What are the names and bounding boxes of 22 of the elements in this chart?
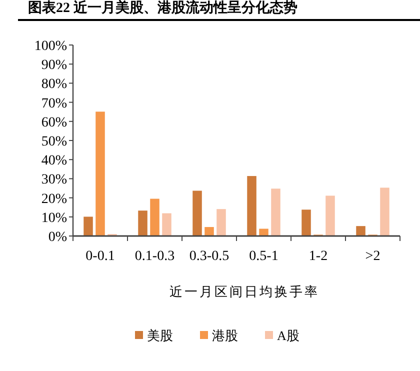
y-tick-label: 30%	[41, 172, 68, 188]
y-tick-label: 20%	[41, 192, 68, 207]
y-tick-label: 90%	[41, 58, 68, 74]
y-tick-label: 60%	[41, 115, 68, 130]
x-tick-label: 0-0.1	[86, 249, 115, 264]
x-tick-label: >2	[365, 249, 380, 264]
legend-label: 美股	[147, 328, 173, 343]
y-tick-label: 40%	[41, 154, 68, 169]
y-tick-label: 100%	[34, 39, 68, 54]
x-tick-label: 0.3-0.5	[189, 249, 230, 264]
legend-label: 港股	[212, 328, 238, 343]
y-tick-label: 50%	[41, 134, 68, 150]
y-tick-label: 70%	[41, 96, 68, 112]
legend-label: A股	[277, 328, 300, 343]
y-tick-label: 80%	[41, 77, 68, 92]
y-tick-label: 10%	[41, 210, 68, 226]
x-tick-label: 0.5-1	[249, 249, 278, 264]
y-tick-label: 0%	[48, 230, 68, 245]
x-tick-label: 0.1-0.3	[134, 249, 175, 264]
chart-title: 图表22 近一月美股、港股流动性呈分化态势	[28, 0, 298, 16]
x-axis-title: 近一月区间日均换手率	[170, 284, 320, 299]
x-tick-label: 1-2	[308, 249, 328, 264]
